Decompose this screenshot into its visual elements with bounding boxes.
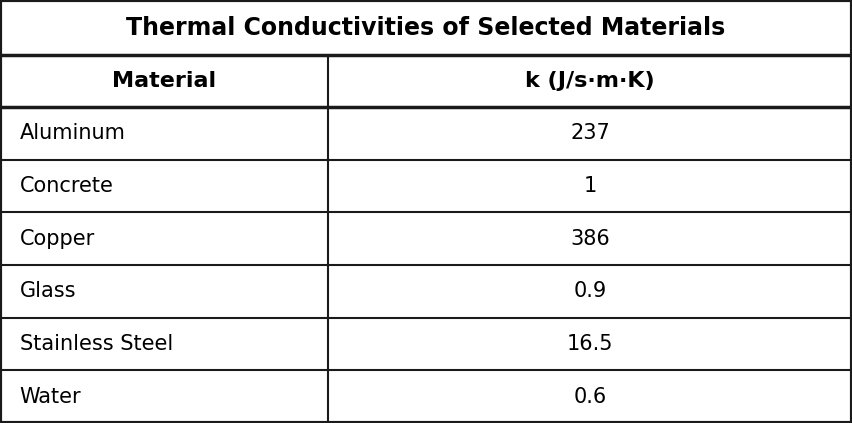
- Bar: [0, 0, 852, 55]
- Text: 1: 1: [584, 176, 596, 196]
- Text: Glass: Glass: [20, 281, 76, 301]
- Text: Aluminum: Aluminum: [20, 124, 125, 143]
- Bar: [0, 107, 852, 159]
- Bar: [0, 370, 852, 423]
- Text: 0.6: 0.6: [573, 387, 607, 407]
- Text: k (J/s·m·K): k (J/s·m·K): [525, 71, 655, 91]
- Text: Thermal Conductivities of Selected Materials: Thermal Conductivities of Selected Mater…: [126, 16, 726, 39]
- Bar: [0, 55, 852, 107]
- Text: Copper: Copper: [20, 229, 95, 249]
- Text: 16.5: 16.5: [567, 334, 613, 354]
- Bar: [0, 265, 852, 318]
- Text: 237: 237: [570, 124, 610, 143]
- Text: Stainless Steel: Stainless Steel: [20, 334, 173, 354]
- Text: 386: 386: [570, 229, 610, 249]
- Bar: [0, 318, 852, 370]
- Bar: [0, 159, 852, 212]
- Text: 0.9: 0.9: [573, 281, 607, 301]
- Bar: [0, 212, 852, 265]
- Text: Water: Water: [20, 387, 81, 407]
- Text: Concrete: Concrete: [20, 176, 113, 196]
- Text: Material: Material: [112, 71, 216, 91]
